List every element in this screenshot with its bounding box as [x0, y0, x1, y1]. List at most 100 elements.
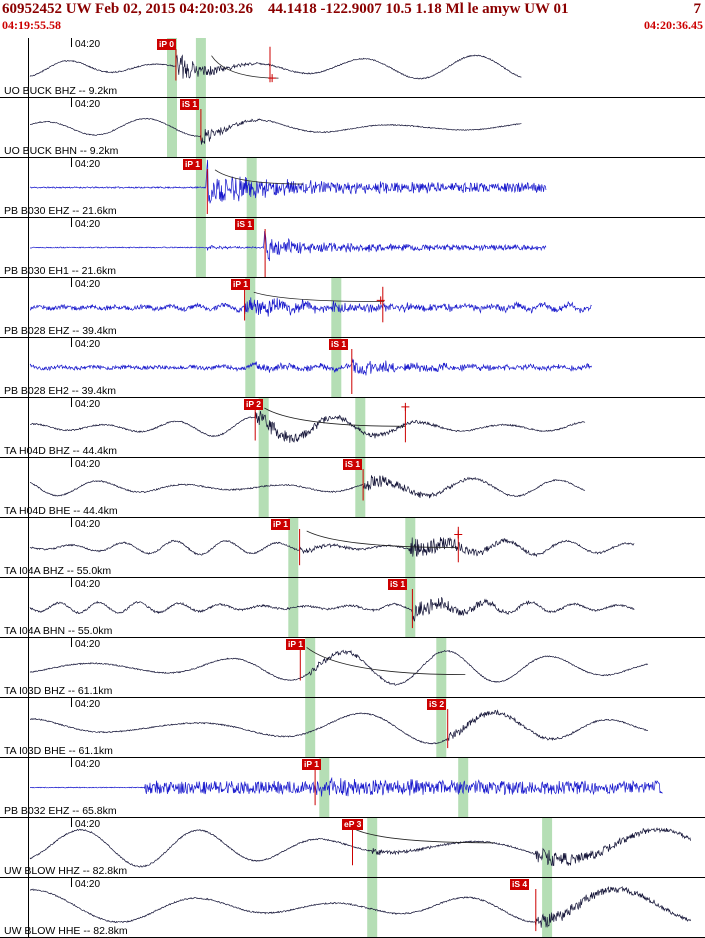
coda-decay-curve	[214, 169, 304, 185]
pick-flag[interactable]: iS 1	[180, 99, 200, 110]
time-tick-label: 04:20	[75, 579, 101, 590]
pick-flag[interactable]: iS 1	[329, 339, 349, 350]
theoretical-arrival-band	[331, 338, 342, 397]
coda-decay-curve	[211, 55, 279, 79]
trace-label: UO BUCK BHZ -- 9.2km	[4, 85, 118, 97]
time-tick-label: 04:20	[75, 459, 101, 470]
theoretical-arrival-band	[258, 458, 269, 517]
trace-plot[interactable]	[0, 758, 705, 817]
trace-row: 04:20 UO BUCK BHZ -- 9.2km iP 0	[0, 38, 705, 98]
time-tick	[71, 218, 72, 227]
time-tick	[71, 578, 72, 587]
pick-flag[interactable]: iS 4	[510, 879, 530, 890]
coda-cross-marker	[454, 530, 463, 539]
amplitude-axis	[28, 218, 29, 277]
coda-cross-marker	[401, 402, 410, 411]
trace-plot[interactable]	[0, 638, 705, 697]
trace-row: 04:20 PB B030 EH1 -- 21.6km iS 1	[0, 218, 705, 278]
trace-row: 04:20 UW BLOW HHZ -- 82.8km eP 3	[0, 818, 705, 878]
time-tick	[71, 638, 72, 647]
amplitude-axis	[28, 458, 29, 517]
seismogram-waveform	[30, 709, 649, 745]
amplitude-axis	[28, 818, 29, 877]
window-start-time: 04:19:55.58	[2, 18, 61, 32]
amplitude-axis	[28, 698, 29, 757]
pick-flag[interactable]: eP 3	[342, 819, 364, 830]
header: 60952452 UW Feb 02, 2015 04:20:03.26 44.…	[0, 0, 705, 38]
pick-flag[interactable]: iS 2	[427, 699, 447, 710]
theoretical-arrival-band	[405, 518, 416, 577]
time-tick-label: 04:20	[75, 99, 101, 110]
seismogram-waveform	[30, 230, 547, 262]
seismogram-waveform	[29, 54, 522, 80]
trace-plot[interactable]	[0, 578, 705, 637]
trace-label: PB B030 EHZ -- 21.6km	[4, 205, 117, 217]
pick-flag[interactable]: iS 1	[235, 219, 255, 230]
trace-plot[interactable]	[0, 398, 705, 457]
trace-plot[interactable]	[0, 518, 705, 577]
trace-plot[interactable]	[0, 878, 705, 937]
time-tick	[71, 158, 72, 167]
trace-row: 04:20 PB B032 EHZ -- 65.8km iP 1	[0, 758, 705, 818]
theoretical-arrival-band	[245, 338, 256, 397]
pick-flag[interactable]: iS 1	[388, 579, 408, 590]
theoretical-arrival-band	[258, 398, 269, 457]
pick-flag[interactable]: iP 1	[302, 759, 321, 770]
time-tick-label: 04:20	[75, 39, 101, 50]
window-end-time: 04:20:36.45	[644, 18, 703, 32]
trace-plot[interactable]	[0, 818, 705, 877]
time-tick	[71, 758, 72, 767]
trace-label: TA H04D BHZ -- 44.4km	[4, 445, 117, 457]
pick-flag[interactable]: iP 1	[286, 639, 305, 650]
trace-plot[interactable]	[0, 338, 705, 397]
theoretical-arrival-band	[331, 278, 342, 337]
time-tick	[71, 338, 72, 347]
header-line-2: 04:19:55.58 04:20:36.45	[0, 18, 705, 33]
pick-flag[interactable]: iP 1	[231, 279, 250, 290]
coda-cross-marker	[376, 296, 385, 305]
trace-plot[interactable]	[0, 698, 705, 757]
seismogram-waveform	[29, 537, 635, 558]
theoretical-arrival-band	[167, 38, 177, 97]
time-tick-label: 04:20	[75, 339, 101, 350]
trace-plot[interactable]	[0, 158, 705, 217]
theoretical-arrival-band	[355, 458, 366, 517]
trace-label: TA I04A BHZ -- 55.0km	[4, 565, 112, 577]
pick-flag[interactable]: iP 1	[271, 519, 290, 530]
pick-flag[interactable]: iP 1	[183, 159, 202, 170]
theoretical-arrival-band	[436, 698, 447, 757]
pick-flag[interactable]: iP 0	[157, 39, 176, 50]
time-tick-label: 04:20	[75, 879, 101, 890]
theoretical-arrival-band	[305, 638, 316, 697]
theoretical-arrival-band	[436, 638, 447, 697]
seismogram-waveform	[30, 411, 586, 443]
seismogram-waveform	[29, 297, 592, 317]
seismogram-waveform	[30, 776, 663, 797]
seismogram-waveform	[29, 597, 635, 622]
trace-plot[interactable]	[0, 38, 705, 97]
trace-row: 04:20 PB B030 EHZ -- 21.6km iP 1	[0, 158, 705, 218]
trace-row: 04:20 TA I03D BHE -- 61.1km iS 2	[0, 698, 705, 758]
theoretical-arrival-band	[405, 578, 416, 637]
time-tick	[71, 278, 72, 287]
header-right-count: 7	[693, 1, 702, 17]
pick-flag[interactable]: iP 2	[244, 399, 263, 410]
time-tick-label: 04:20	[75, 399, 101, 410]
amplitude-axis	[28, 758, 29, 817]
time-tick	[71, 458, 72, 467]
trace-plot[interactable]	[0, 278, 705, 337]
trace-plot[interactable]	[0, 458, 705, 517]
pick-flag[interactable]: iS 1	[343, 459, 363, 470]
amplitude-axis	[28, 878, 29, 937]
amplitude-axis	[28, 338, 29, 397]
trace-plot[interactable]	[0, 98, 705, 157]
coda-decay-curve	[355, 829, 494, 844]
trace-plot[interactable]	[0, 218, 705, 277]
time-tick-label: 04:20	[75, 159, 101, 170]
trace-row: 04:20 TA I04A BHN -- 55.0km iS 1	[0, 578, 705, 638]
theoretical-arrival-band	[355, 398, 366, 457]
trace-label: TA I03D BHZ -- 61.1km	[4, 685, 113, 697]
trace-row: 04:20 PB B028 EHZ -- 39.4km iP 1	[0, 278, 705, 338]
theoretical-arrival-band	[367, 878, 378, 937]
amplitude-axis	[28, 158, 29, 217]
